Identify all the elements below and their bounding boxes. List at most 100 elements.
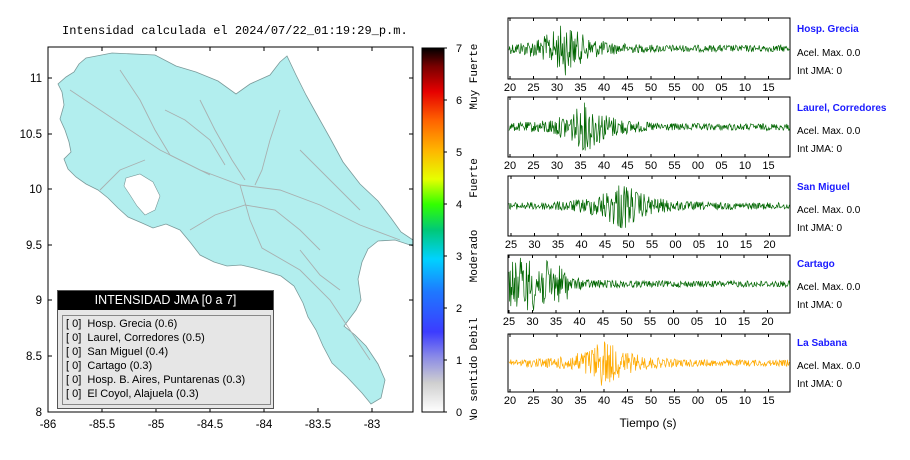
waveform-trace — [508, 257, 791, 311]
x-tick-label: -83 — [364, 419, 381, 431]
time-tick-label: 45 — [599, 239, 611, 251]
y-tick-label: 8 — [36, 407, 42, 419]
station-name: San Miguel — [797, 182, 850, 193]
y-tick-label: 8.5 — [26, 351, 42, 363]
colorbar-tick-label: 4 — [456, 199, 462, 211]
time-tick-label: 05 — [715, 82, 727, 94]
colorbar-tick-label: 2 — [456, 303, 462, 315]
time-tick-label: 20 — [504, 395, 516, 407]
time-tick-label: 05 — [715, 160, 727, 172]
time-tick-label: 55 — [644, 316, 656, 328]
station-int: Int JMA: 0 — [797, 66, 843, 77]
colorbar-category-label: Debil — [469, 317, 481, 350]
x-tick-label: -85 — [148, 419, 165, 431]
time-tick-label: 45 — [621, 160, 633, 172]
time-tick-label: 15 — [762, 395, 774, 407]
road-line — [299, 249, 341, 291]
x-tick-label: -85.5 — [89, 419, 115, 431]
station-accel: Acel. Max. 0.0 — [797, 361, 861, 372]
time-tick-label: 10 — [716, 239, 728, 251]
legend-row: [ 0] Hosp. B. Aires, Puntarenas (0.3) — [66, 374, 246, 386]
legend-row: [ 0] San Miguel (0.4) — [66, 346, 169, 358]
legend-row: [ 0] El Coyol, Alajuela (0.3) — [66, 388, 199, 400]
time-tick-label: 20 — [761, 316, 773, 328]
colorbar-tick-label: 1 — [456, 355, 462, 367]
time-tick-label: 00 — [692, 82, 704, 94]
time-tick-label: 45 — [621, 395, 633, 407]
map-title: Intensidad calculada el 2024/07/22_01:19… — [62, 24, 408, 38]
map-frame — [47, 46, 414, 413]
time-tick-label: 40 — [573, 316, 585, 328]
time-tick-label: 40 — [598, 395, 610, 407]
seismogram-panel: 25 30 35 40 45 50 55 00 05 10 15 20 — [505, 175, 791, 251]
road-line — [199, 99, 246, 181]
colorbar-tick-label: 7 — [456, 43, 462, 55]
time-tick-label: 25 — [527, 160, 539, 172]
seismogram-panel: 20 25 30 35 40 45 50 55 00 05 10 15 — [504, 17, 791, 94]
x-tick-label: -83.5 — [305, 419, 331, 431]
road-line — [99, 159, 146, 191]
colorbar-tick-label: 5 — [456, 147, 462, 159]
road-line — [239, 184, 371, 361]
intensity-colorbar: 0 1 2 3 4 5 6 7 No sentido Debil Moderado Fuerte Muy… — [421, 43, 481, 420]
legend-row: [ 0] Cartago (0.3) — [66, 360, 153, 372]
road-line — [189, 204, 321, 251]
time-tick-label: 50 — [622, 239, 634, 251]
time-tick-label: 30 — [526, 316, 538, 328]
time-tick-label: 35 — [574, 395, 586, 407]
colorbar-category-label: Muy Fuerte — [469, 44, 481, 110]
seismogram-panel: 25 30 35 40 45 50 55 00 05 10 15 20 — [503, 254, 791, 328]
colorbar-tick-label: 0 — [456, 407, 462, 419]
time-tick-label: 35 — [550, 316, 562, 328]
time-tick-label: 55 — [668, 160, 680, 172]
y-tick-label: 9.5 — [26, 240, 42, 252]
legend-rows: [ 0] Hosp. Grecia (0.6) [ 0] Laurel, Cor… — [62, 315, 271, 405]
road-line — [254, 109, 281, 186]
time-tick-label: 15 — [762, 82, 774, 94]
time-tick-label: 15 — [740, 239, 752, 251]
intensity-legend: INTENSIDAD JMA [0 a 7] [ 0] Hosp. Grecia… — [57, 290, 274, 409]
time-tick-label: 25 — [527, 395, 539, 407]
colorbar-category-label: No sentido — [469, 356, 481, 420]
time-tick-label: 40 — [575, 239, 587, 251]
road-line — [299, 149, 361, 211]
waveform-trace — [508, 185, 791, 229]
time-tick-label: 05 — [691, 316, 703, 328]
time-tick-label: 00 — [669, 239, 681, 251]
colorbar-category-label: Fuerte — [469, 158, 481, 198]
time-tick-label: 00 — [692, 160, 704, 172]
station-name: La Sabana — [797, 338, 848, 349]
colorbar-tick-label: 3 — [456, 251, 462, 263]
time-tick-label: 30 — [551, 82, 563, 94]
waveform-trace — [508, 341, 790, 386]
time-tick-label: 20 — [504, 160, 516, 172]
time-tick-label: 10 — [739, 395, 751, 407]
station-int: Int JMA: 0 — [797, 223, 843, 234]
time-tick-label: 20 — [504, 82, 516, 94]
y-tick-label: 10 — [29, 184, 42, 196]
time-tick-label: 10 — [739, 82, 751, 94]
time-tick-label: 40 — [598, 160, 610, 172]
station-int: Int JMA: 0 — [797, 144, 843, 155]
station-accel: Acel. Max. 0.0 — [797, 205, 861, 216]
colorbar-tick-label: 6 — [456, 95, 462, 107]
time-tick-label: 10 — [714, 316, 726, 328]
colorbar-category-label: Moderado — [469, 230, 481, 283]
y-tick-label: 10.5 — [20, 129, 42, 141]
station-int: Int JMA: 0 — [797, 379, 843, 390]
station-accel: Acel. Max. 0.0 — [797, 48, 861, 59]
seismogram-panel: 20 25 30 35 40 45 50 55 00 05 10 15 — [504, 96, 791, 172]
time-tick-label: 25 — [503, 316, 515, 328]
x-tick-label: -84 — [256, 419, 273, 431]
y-tick-label: 9 — [36, 295, 42, 307]
time-tick-label: 50 — [620, 316, 632, 328]
time-tick-label: 50 — [645, 82, 657, 94]
y-tick-label: 11 — [30, 73, 42, 85]
time-tick-label: 05 — [693, 239, 705, 251]
station-int: Int JMA: 0 — [797, 300, 843, 311]
time-tick-label: 35 — [574, 82, 586, 94]
x-tick-label: -84.5 — [197, 419, 223, 431]
time-tick-label: 30 — [551, 160, 563, 172]
waveform-trace — [508, 102, 791, 151]
time-tick-label: 55 — [646, 239, 658, 251]
